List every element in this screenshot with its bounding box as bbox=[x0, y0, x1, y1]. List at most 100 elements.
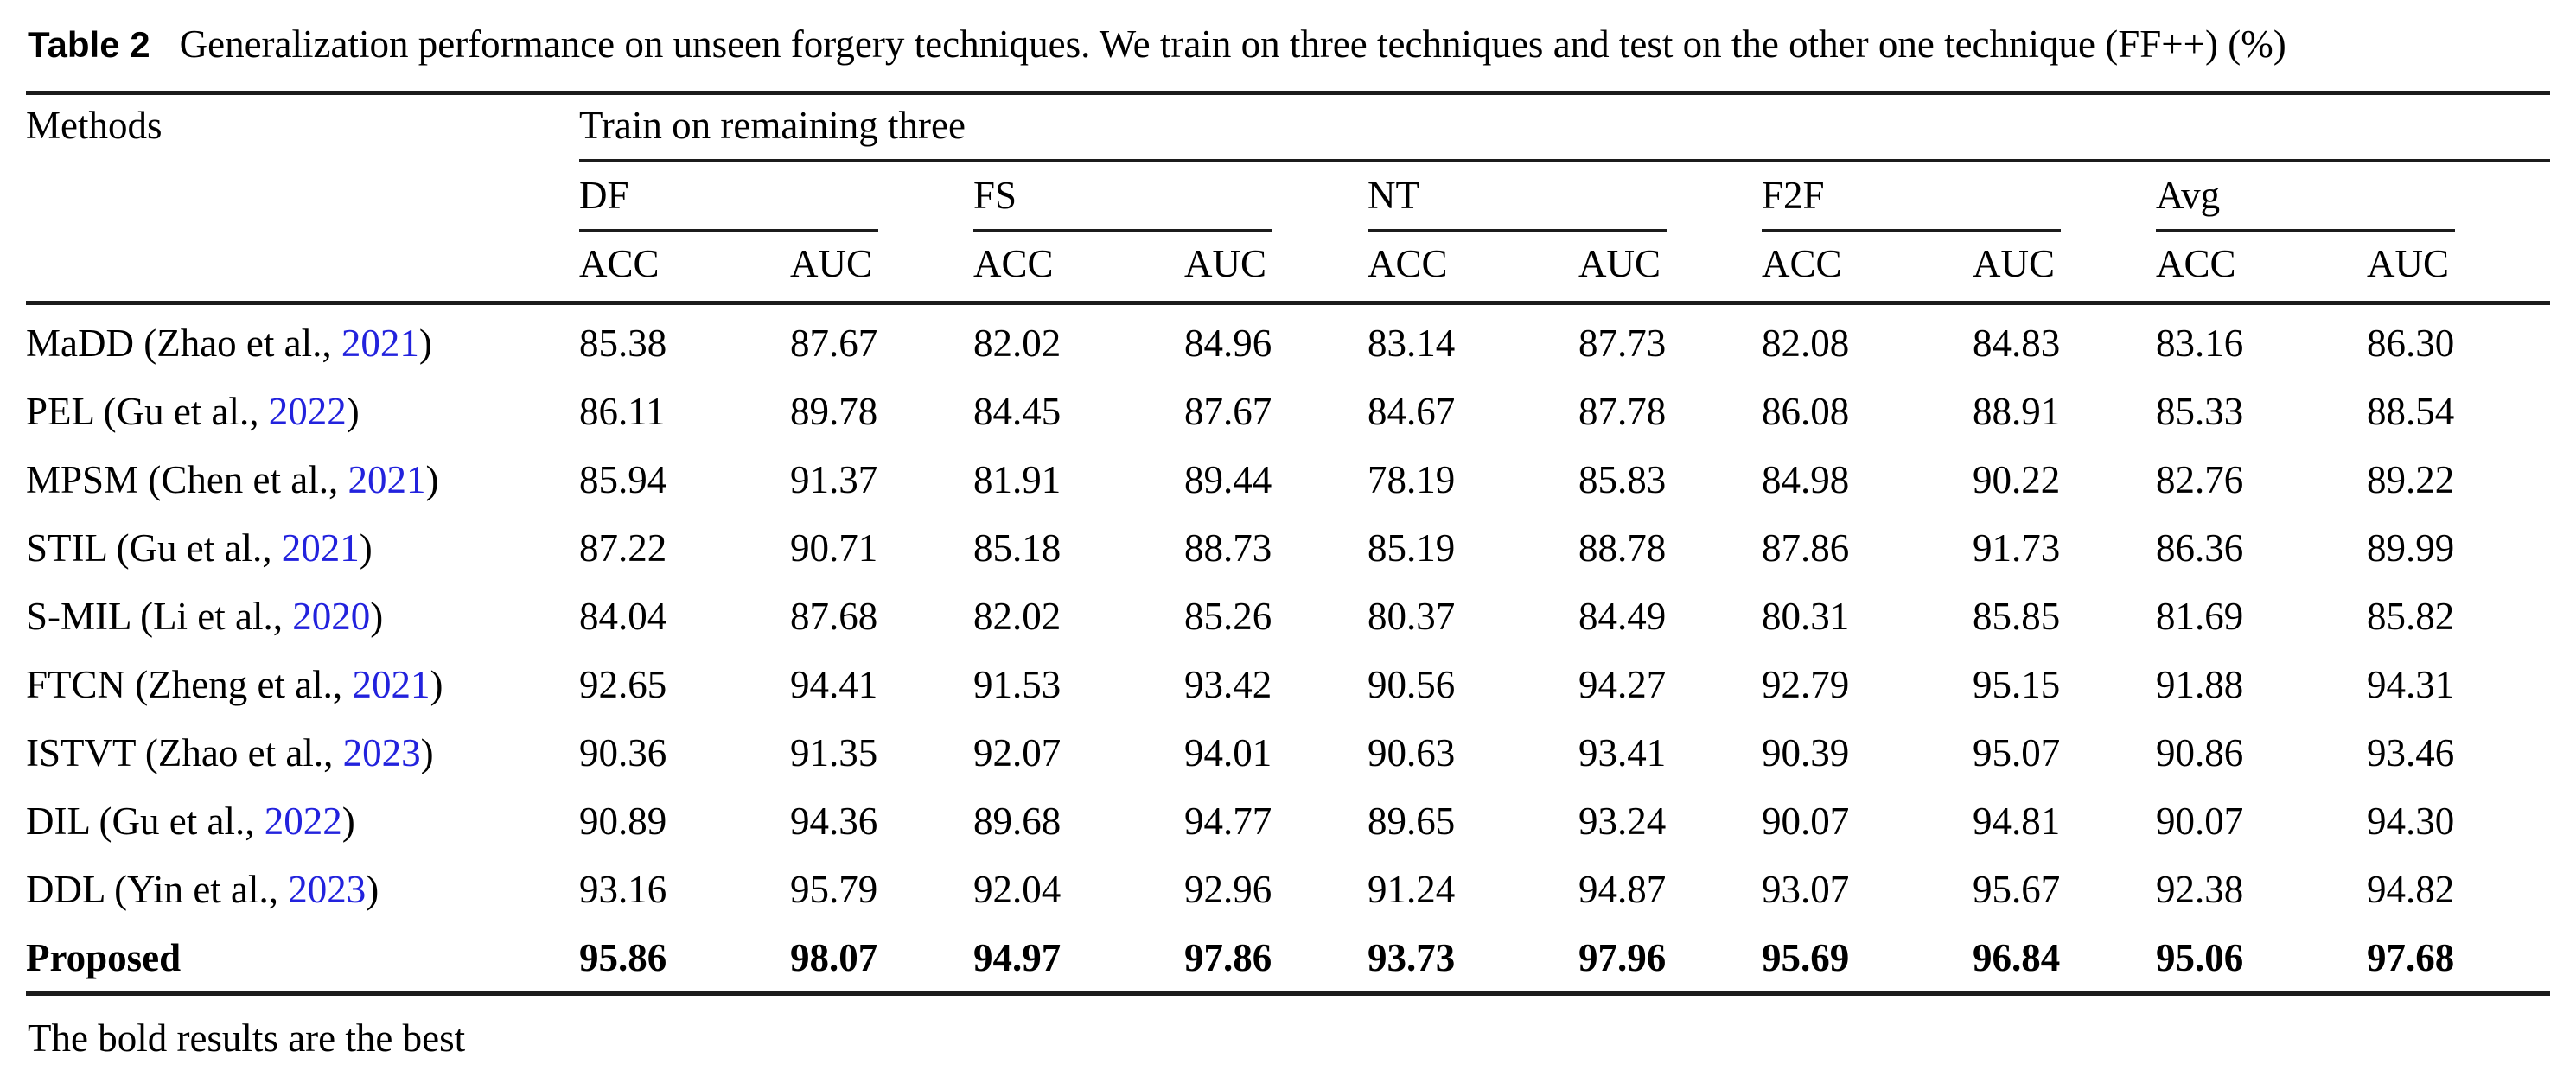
method-label-close: ) bbox=[346, 390, 360, 433]
citation-year-link[interactable]: 2022 bbox=[264, 800, 342, 843]
table-row: MaDD (Zhao et al., 2021) 85.38 87.67 82.02 8… bbox=[26, 301, 2551, 377]
value-cell: 90.22 bbox=[1973, 458, 2061, 501]
value-cell: 81.91 bbox=[973, 458, 1062, 501]
table-row: ISTVT (Zhao et al., 2023) 90.36 91.35 92.07… bbox=[26, 718, 2550, 787]
value-cell: 92.04 bbox=[973, 868, 1062, 911]
value-cell: 96.84 bbox=[1973, 936, 2061, 979]
value-cell: 90.36 bbox=[579, 731, 667, 774]
table-footnote: The bold results are the best bbox=[28, 1016, 466, 1060]
value-cell: 95.86 bbox=[579, 936, 667, 979]
metric-header-acc: ACC bbox=[579, 242, 660, 285]
value-cell: 95.07 bbox=[1973, 731, 2061, 774]
value-cell: 90.71 bbox=[790, 526, 878, 570]
value-cell: 90.86 bbox=[2156, 731, 2244, 774]
method-label: S-MIL (Li et al., bbox=[26, 595, 293, 638]
value-cell: 82.76 bbox=[2156, 458, 2244, 501]
citation-year-link[interactable]: 2023 bbox=[288, 868, 367, 911]
value-cell: 91.88 bbox=[2156, 663, 2244, 706]
value-cell: 87.22 bbox=[579, 526, 667, 570]
metric-header-auc: AUC bbox=[2367, 242, 2450, 285]
value-cell: 82.02 bbox=[973, 301, 1184, 377]
value-cell: 93.16 bbox=[579, 868, 667, 911]
group-header-f2f: F2F bbox=[1762, 161, 2156, 232]
value-cell: 98.07 bbox=[790, 936, 878, 979]
method-label-close: ) bbox=[418, 322, 432, 365]
table-row: DDL (Yin et al., 2023) 93.16 95.79 92.04 92.… bbox=[26, 855, 2550, 923]
group-header-df: DF bbox=[579, 161, 973, 232]
citation-year-link[interactable]: 2021 bbox=[352, 663, 430, 706]
method-label-close: ) bbox=[366, 868, 379, 911]
method-cell: PEL (Gu et al., 2022) bbox=[26, 377, 579, 445]
value-cell: 94.87 bbox=[1578, 868, 1667, 911]
train-span-header: Train on remaining three bbox=[579, 92, 2551, 162]
table-caption: Table 2 Generalization performance on uns… bbox=[28, 21, 2550, 68]
value-cell: 90.07 bbox=[2156, 800, 2244, 843]
group-header-fs: FS bbox=[973, 161, 1368, 232]
method-cell: MaDD (Zhao et al., 2021) bbox=[26, 301, 579, 377]
value-cell: 89.22 bbox=[2367, 458, 2455, 501]
citation-year-link[interactable]: 2023 bbox=[342, 731, 421, 774]
method-label: DIL (Gu et al., bbox=[26, 800, 265, 843]
table-row: Proposed 95.86 98.07 94.97 97.86 93.73 97.96 95… bbox=[26, 923, 2550, 994]
value-cell: 91.35 bbox=[790, 731, 878, 774]
value-cell: 86.30 bbox=[2367, 301, 2551, 377]
value-cell: 94.81 bbox=[1973, 800, 2061, 843]
value-cell: 84.83 bbox=[1973, 301, 2156, 377]
value-cell: 87.73 bbox=[1578, 301, 1762, 377]
value-cell: 80.31 bbox=[1762, 595, 1850, 638]
value-cell: 93.73 bbox=[1368, 936, 1456, 979]
value-cell: 89.68 bbox=[973, 800, 1062, 843]
value-cell: 89.65 bbox=[1368, 800, 1456, 843]
group-label: DF bbox=[579, 174, 629, 217]
group-header-avg: Avg bbox=[2156, 161, 2550, 232]
value-cell: 84.98 bbox=[1762, 458, 1850, 501]
metric-header-acc: ACC bbox=[2156, 242, 2236, 285]
value-cell: 85.38 bbox=[579, 301, 790, 377]
value-cell: 87.67 bbox=[790, 301, 973, 377]
value-cell: 89.99 bbox=[2367, 526, 2455, 570]
value-cell: 85.82 bbox=[2367, 595, 2455, 638]
value-cell: 85.33 bbox=[2156, 390, 2244, 433]
method-label-close: ) bbox=[341, 800, 355, 843]
value-cell: 94.77 bbox=[1184, 800, 1272, 843]
value-cell: 88.78 bbox=[1578, 526, 1667, 570]
value-cell: 84.67 bbox=[1368, 390, 1456, 433]
citation-year-link[interactable]: 2021 bbox=[281, 526, 360, 570]
group-label: NT bbox=[1368, 174, 1419, 217]
value-cell: 78.19 bbox=[1368, 458, 1456, 501]
value-cell: 97.96 bbox=[1578, 936, 1667, 979]
group-label: FS bbox=[973, 174, 1017, 217]
method-cell: DDL (Yin et al., 2023) bbox=[26, 855, 579, 923]
value-cell: 94.36 bbox=[790, 800, 878, 843]
citation-year-link[interactable]: 2021 bbox=[341, 322, 419, 365]
value-cell: 85.19 bbox=[1368, 526, 1456, 570]
value-cell: 89.78 bbox=[790, 390, 878, 433]
value-cell: 81.69 bbox=[2156, 595, 2244, 638]
value-cell: 85.18 bbox=[973, 526, 1062, 570]
value-cell: 94.82 bbox=[2367, 868, 2455, 911]
citation-year-link[interactable]: 2022 bbox=[268, 390, 347, 433]
value-cell: 87.68 bbox=[790, 595, 878, 638]
value-cell: 95.06 bbox=[2156, 936, 2244, 979]
value-cell: 86.36 bbox=[2156, 526, 2244, 570]
method-label: MaDD (Zhao et al., bbox=[26, 322, 341, 365]
value-cell: 91.24 bbox=[1368, 868, 1456, 911]
value-cell: 84.04 bbox=[579, 595, 667, 638]
method-label: STIL (Gu et al., bbox=[26, 526, 282, 570]
value-cell: 93.42 bbox=[1184, 663, 1272, 706]
value-cell: 95.69 bbox=[1762, 936, 1850, 979]
value-cell: 92.07 bbox=[973, 731, 1062, 774]
citation-year-link[interactable]: 2020 bbox=[292, 595, 371, 638]
method-cell: DIL (Gu et al., 2022) bbox=[26, 787, 579, 855]
value-cell: 94.97 bbox=[973, 936, 1062, 979]
method-label: FTCN (Zheng et al., bbox=[26, 663, 353, 706]
value-cell: 90.89 bbox=[579, 800, 667, 843]
value-cell: 82.02 bbox=[973, 595, 1062, 638]
citation-year-link[interactable]: 2021 bbox=[348, 458, 426, 501]
metric-header-acc: ACC bbox=[973, 242, 1054, 285]
group-label: Avg bbox=[2156, 174, 2221, 217]
value-cell: 84.96 bbox=[1184, 301, 1368, 377]
value-cell: 92.38 bbox=[2156, 868, 2244, 911]
header-row-metrics: ACC AUC ACC AUC ACC AUC ACC AUC ACC AUC bbox=[26, 232, 2550, 303]
value-cell: 95.79 bbox=[790, 868, 878, 911]
